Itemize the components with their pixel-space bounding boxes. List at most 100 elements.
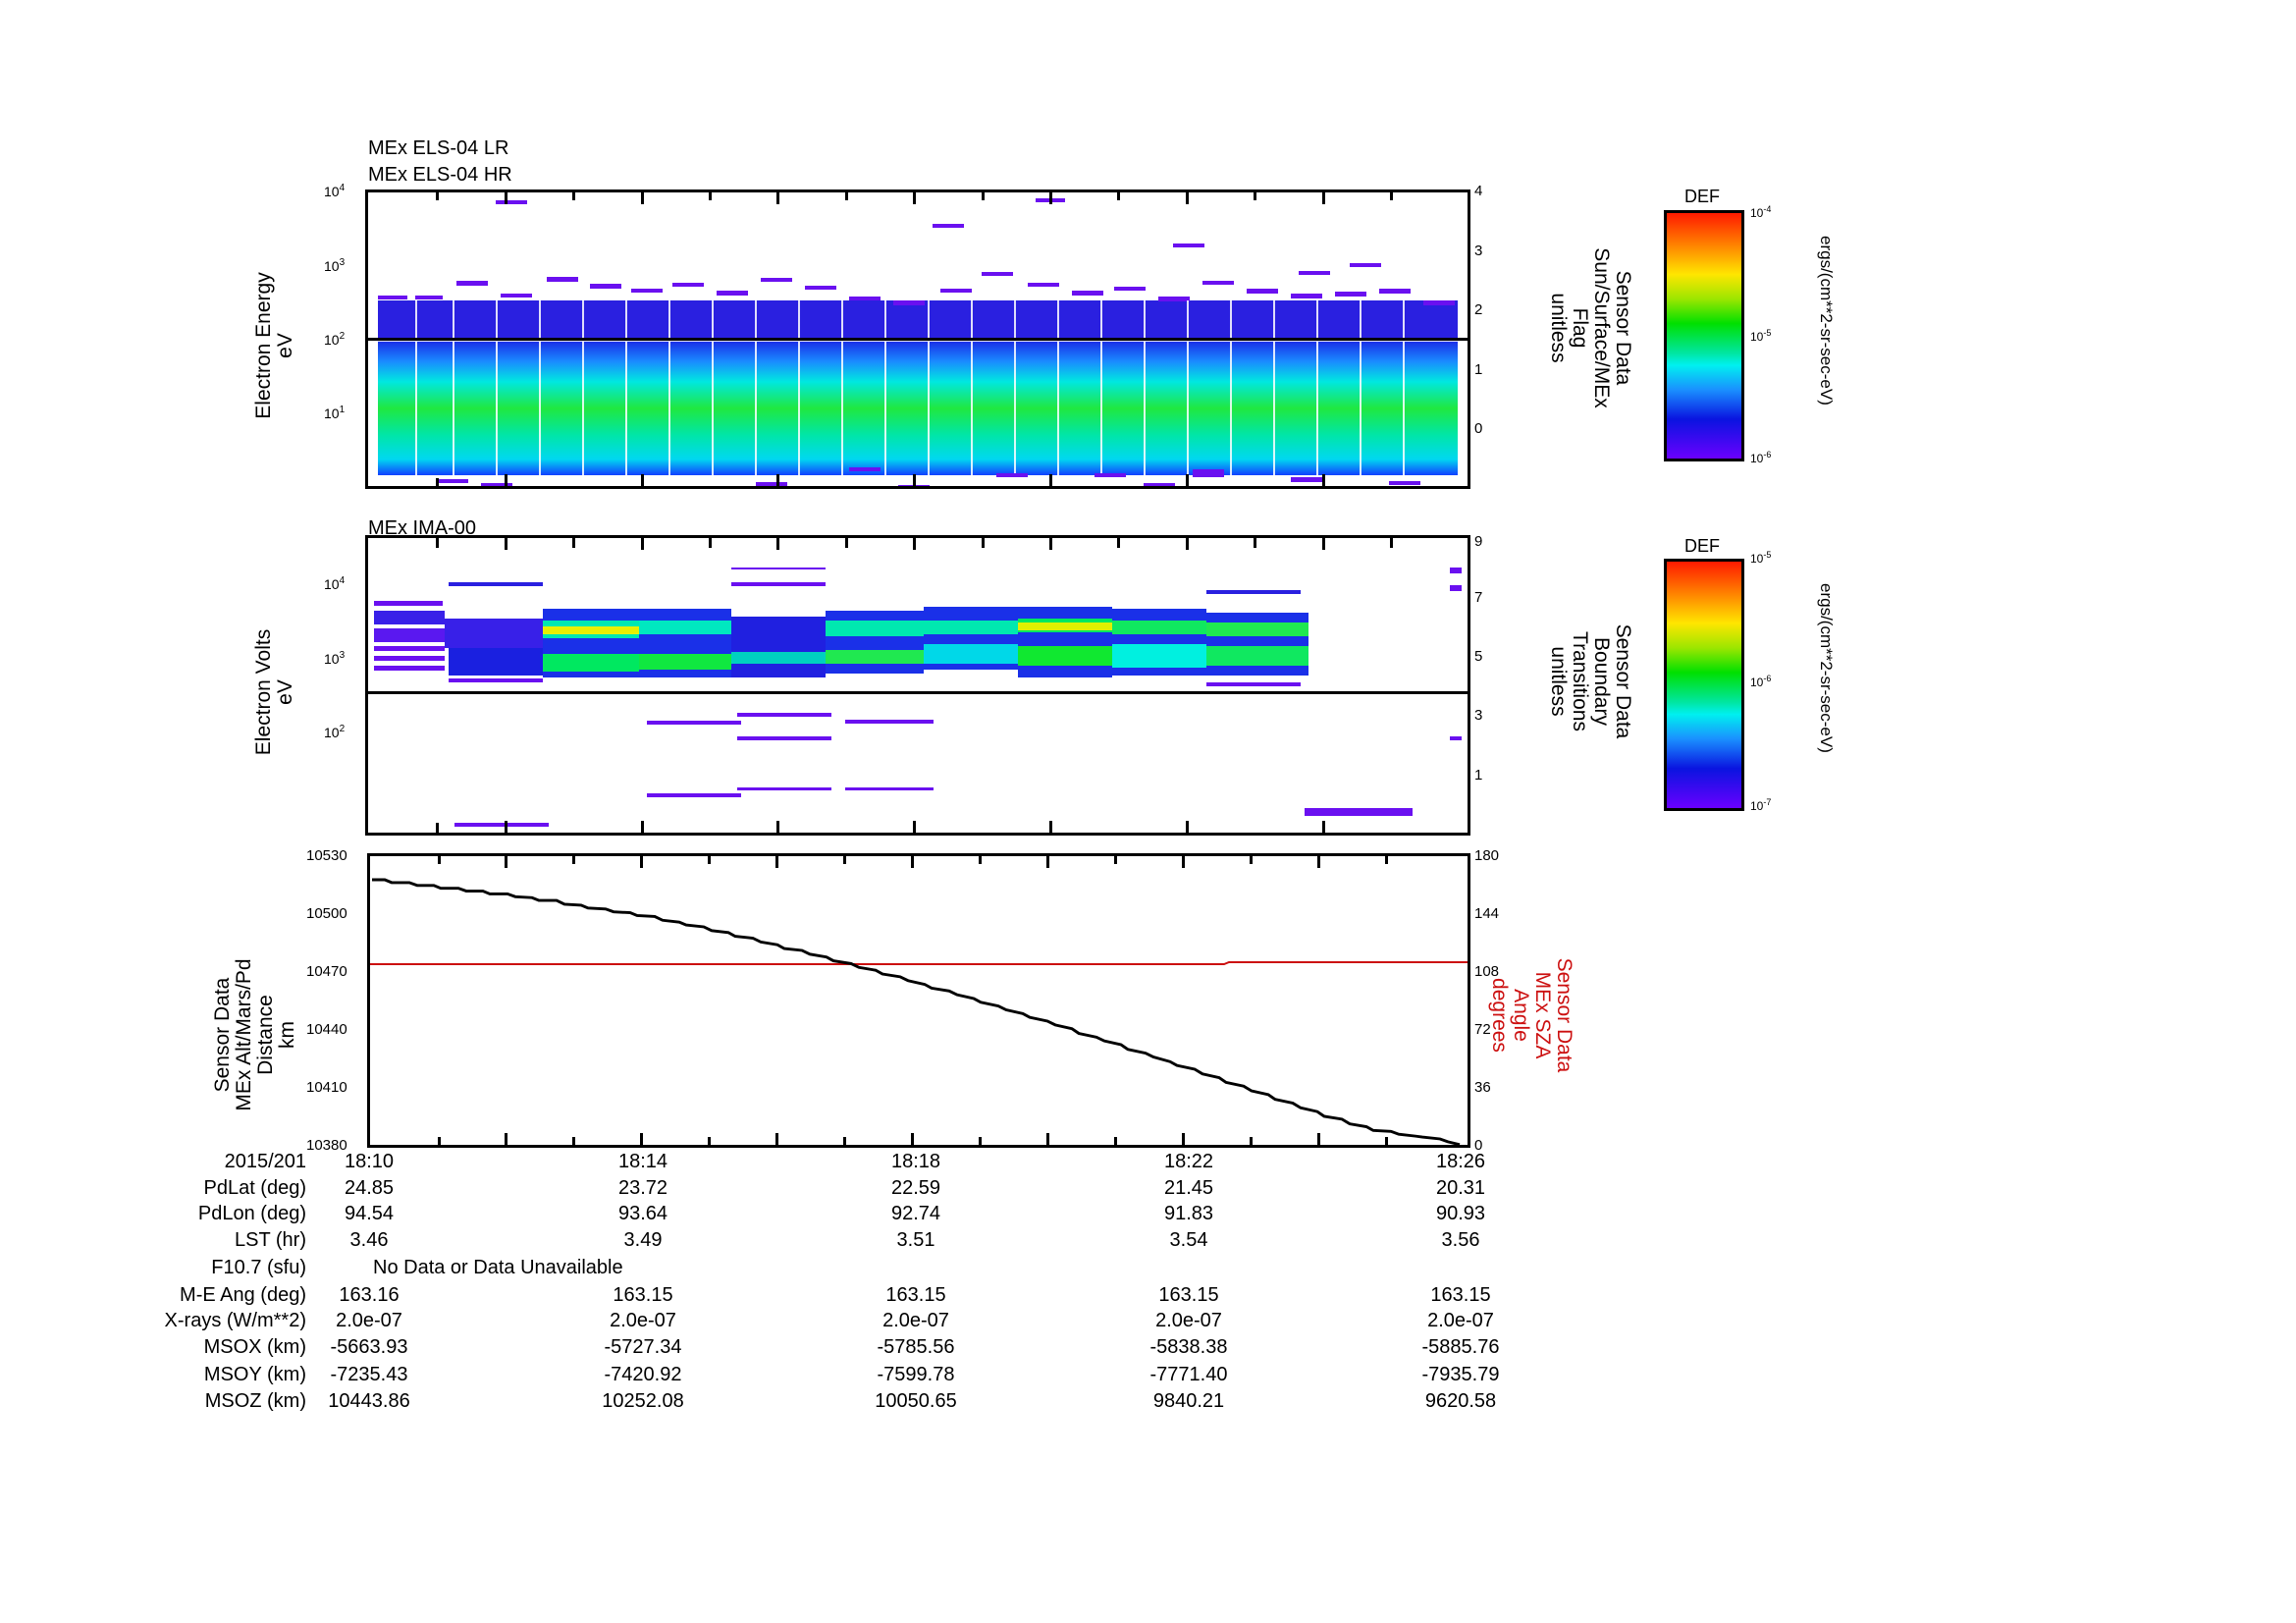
alt-y-label-line: km — [276, 1021, 298, 1049]
ima-y2-label-line: Sensor Data — [1612, 623, 1634, 739]
els-y-label-line1: Electron Energy — [252, 272, 275, 419]
cell: 2.0e-07 — [610, 1310, 676, 1331]
colorbar-1-tick-mid: 10-5 — [1750, 328, 1772, 344]
cell: 3.51 — [896, 1229, 935, 1251]
cell: -7420.92 — [604, 1364, 682, 1385]
row-label: PdLat (deg) — [203, 1177, 306, 1199]
cell: 94.54 — [344, 1203, 395, 1224]
cell: -5838.38 — [1149, 1336, 1228, 1358]
sza-y2-label-line: degrees — [1488, 978, 1511, 1053]
cell: 93.64 — [617, 1203, 668, 1224]
ima-y2tick-9: 9 — [1474, 533, 1483, 550]
els-y2-label-line: Sun/Surface/MEx — [1590, 247, 1613, 408]
msoy-row: MSOY (km) -7235.43 -7420.92 -7599.78 -77… — [0, 1364, 1571, 1389]
els-y2-label-line: unitless — [1547, 293, 1570, 363]
colorbar-1-units: ergs/(cm**2-sr-sec-eV) — [1817, 236, 1836, 406]
ima-y-label-line1: Electron Volts — [252, 628, 275, 756]
els-y2tick-4: 4 — [1474, 183, 1483, 199]
els-y2tick-0: 0 — [1474, 420, 1483, 437]
row-label: LST (hr) — [235, 1229, 306, 1251]
alt-y-axis-label: Sensor Data MEx Alt/Mars/Pd Distance km — [211, 917, 298, 1153]
ima-y2-label-line: Transitions — [1569, 631, 1591, 731]
cell: 10443.86 — [328, 1390, 410, 1412]
ima-y-label-line2: eV — [274, 679, 296, 705]
altitude-sza-lines — [370, 856, 1468, 1145]
sza-y2tick: 144 — [1474, 905, 1500, 922]
els-y2-label-line: Sensor Data — [1612, 270, 1634, 386]
altitude-sza-plot — [367, 853, 1470, 1148]
ima-y-axis-label: Electron Volts eV — [252, 614, 296, 771]
time-tick: 18:26 — [1435, 1151, 1486, 1172]
cell: 3.54 — [1169, 1229, 1208, 1251]
cell: 9620.58 — [1424, 1390, 1497, 1412]
els-y2tick-2: 2 — [1474, 301, 1483, 318]
f107-row: F10.7 (sfu) No Data or Data Unavailable — [0, 1257, 1571, 1282]
cell: 163.15 — [1158, 1284, 1219, 1306]
sza-y2-label-line: Sensor Data — [1553, 957, 1575, 1073]
els-y2-label-line: Flag — [1569, 307, 1591, 349]
row-label: MSOZ (km) — [204, 1390, 306, 1412]
colorbar-1-tick-bottom: 10-6 — [1750, 450, 1772, 465]
lst-row: LST (hr) 3.46 3.49 3.51 3.54 3.56 — [0, 1229, 1571, 1255]
cell: 2.0e-07 — [1427, 1310, 1494, 1331]
cell: 9840.21 — [1152, 1390, 1225, 1412]
alt-y-label-line: Sensor Data — [211, 977, 234, 1093]
cell: -7935.79 — [1421, 1364, 1500, 1385]
els-ytick-1e4: 104 — [324, 183, 346, 199]
colorbar-2-tick-mid: 10-6 — [1750, 674, 1772, 689]
els-title-lr: MEx ELS-04 LR — [368, 137, 509, 159]
ima-spectrogram-plot — [368, 538, 1468, 833]
cell: -5727.34 — [604, 1336, 682, 1358]
date-label: 2015/201 — [224, 1151, 306, 1172]
time-tick: 18:22 — [1163, 1151, 1214, 1172]
cell: 3.56 — [1441, 1229, 1480, 1251]
els-ytick-1e3: 103 — [324, 257, 346, 274]
ima-y2-axis-label: Sensor Data Boundary Transitions unitles… — [1547, 564, 1634, 799]
alt-y-label-line: Distance — [254, 995, 277, 1075]
ima-y2tick-5: 5 — [1474, 648, 1483, 665]
cell: 22.59 — [890, 1177, 941, 1199]
sza-y2-axis-label: Sensor Data MEx SZA Angle degrees — [1488, 897, 1575, 1133]
els-y2tick-1: 1 — [1474, 361, 1483, 378]
cell: 21.45 — [1163, 1177, 1214, 1199]
sza-y2tick: 72 — [1474, 1021, 1491, 1038]
colorbar-2-units: ergs/(cm**2-sr-sec-eV) — [1817, 583, 1836, 753]
msox-row: MSOX (km) -5663.93 -5727.34 -5785.56 -58… — [0, 1336, 1571, 1362]
cell: 2.0e-07 — [882, 1310, 949, 1331]
cell: 20.31 — [1435, 1177, 1486, 1199]
row-label: PdLon (deg) — [197, 1203, 306, 1224]
colorbar-2-title: DEF — [1684, 536, 1720, 556]
alt-ytick: 10470 — [306, 963, 347, 980]
cell: 90.93 — [1435, 1203, 1486, 1224]
cell: 163.16 — [339, 1284, 400, 1306]
ima-y2tick-7: 7 — [1474, 589, 1483, 606]
els-ytick-1e1: 101 — [324, 405, 346, 421]
ima-title: MEx IMA-00 — [368, 517, 477, 539]
cell: 10252.08 — [602, 1390, 684, 1412]
colorbar-2-tick-bottom: 10-7 — [1750, 797, 1772, 813]
time-tick: 18:10 — [344, 1151, 395, 1172]
colorbar-2 — [1664, 559, 1744, 811]
time-tick: 18:14 — [617, 1151, 668, 1172]
ima-ytick-1e4: 104 — [324, 575, 346, 592]
colorbar-2-tick-top: 10-5 — [1750, 550, 1772, 566]
alt-ytick: 10410 — [306, 1079, 347, 1096]
colorbar-1-tick-top: 10-4 — [1750, 204, 1772, 220]
cell: 92.74 — [890, 1203, 941, 1224]
els-ytick-1e2: 102 — [324, 331, 346, 348]
xrays-row: X-rays (W/m**2) 2.0e-07 2.0e-07 2.0e-07 … — [0, 1310, 1571, 1335]
ima-y2-label-line: Boundary — [1590, 637, 1613, 726]
els-spectrogram — [365, 189, 1470, 489]
cell: 3.49 — [623, 1229, 663, 1251]
ima-y2tick-3: 3 — [1474, 707, 1483, 724]
els-y-label-line2: eV — [274, 333, 296, 358]
cell: 2.0e-07 — [336, 1310, 402, 1331]
sza-y2tick: 36 — [1474, 1079, 1491, 1096]
cell: 2.0e-07 — [1155, 1310, 1222, 1331]
cell: -5885.76 — [1421, 1336, 1500, 1358]
ima-ytick-1e3: 103 — [324, 650, 346, 667]
no-data-note: No Data or Data Unavailable — [373, 1257, 623, 1278]
alt-ytick: 10500 — [306, 905, 347, 922]
cell: -7235.43 — [330, 1364, 408, 1385]
els-title-hr: MEx ELS-04 HR — [368, 164, 512, 186]
